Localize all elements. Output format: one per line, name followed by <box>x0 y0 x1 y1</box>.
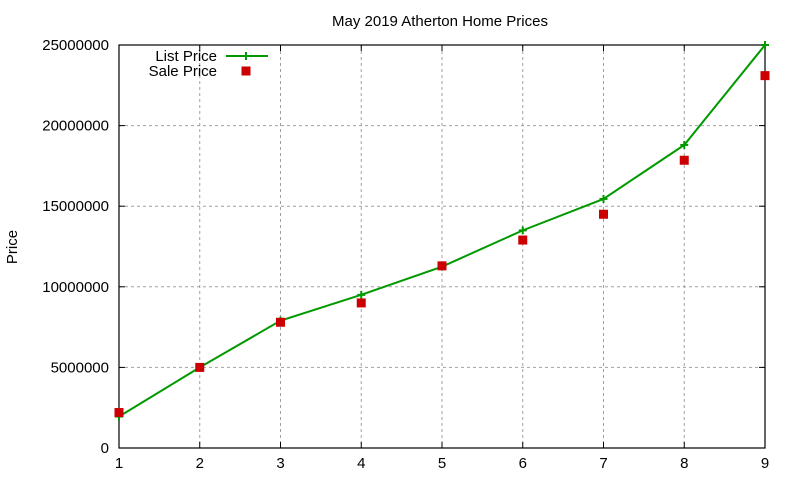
legend-plus-icon <box>242 52 250 60</box>
y-tick-label: 5000000 <box>51 359 109 376</box>
sale-price-point-square-icon <box>114 408 124 418</box>
legend-label-sale-price: Sale Price <box>149 63 217 80</box>
sale-price-point-square-icon <box>276 317 285 327</box>
list-price-point-plus-icon <box>357 290 366 299</box>
x-tick-label: 3 <box>276 455 284 472</box>
y-axis-label: Price <box>4 230 21 264</box>
x-tick-label: 6 <box>519 455 527 472</box>
y-tick-labels: 0 5000000 10000000 15000000 20000000 25000000 <box>42 37 109 457</box>
y-tick-label: 0 <box>101 440 109 457</box>
y-tick-label: 10000000 <box>42 279 109 296</box>
legend: List Price Sale Price <box>149 48 268 80</box>
x-tick-labels: 1 2 3 4 5 6 7 8 9 <box>115 455 769 472</box>
x-tick-label: 9 <box>761 455 769 472</box>
list-price-point-plus-icon <box>599 194 608 203</box>
y-tick-label: 20000000 <box>42 118 109 135</box>
x-tick-label: 1 <box>115 455 123 472</box>
sale-price-point-square-icon <box>518 235 528 245</box>
sale-price-point-square-icon <box>356 298 366 308</box>
legend-square-icon <box>241 66 251 76</box>
sale-price-point-square-icon <box>760 71 770 81</box>
y-tick-label: 25000000 <box>42 37 109 54</box>
gridlines <box>119 45 765 448</box>
sale-price-point-square-icon <box>599 209 608 219</box>
x-tick-label: 5 <box>438 455 446 472</box>
legend-square-marker-icon <box>241 66 251 76</box>
list-price-point-plus-icon <box>680 140 689 149</box>
x-tick-label: 4 <box>357 455 365 472</box>
plot-series <box>114 41 770 421</box>
legend-line-plus-icon <box>226 52 268 60</box>
sale-price-point-square-icon <box>437 261 447 271</box>
legend-label-list-price: List Price <box>155 48 217 65</box>
x-tick-label: 7 <box>599 455 607 472</box>
y-tick-label: 15000000 <box>42 198 109 215</box>
x-tick-label: 8 <box>680 455 688 472</box>
axes <box>118 44 766 449</box>
chart-title: May 2019 Atherton Home Prices <box>332 13 548 30</box>
x-tick-label: 2 <box>196 455 204 472</box>
list-price-point-plus-icon <box>518 226 527 235</box>
sale-price-point-square-icon <box>195 362 205 372</box>
list-price-point-plus-icon <box>761 41 769 49</box>
sale-price-point-square-icon <box>679 155 689 165</box>
